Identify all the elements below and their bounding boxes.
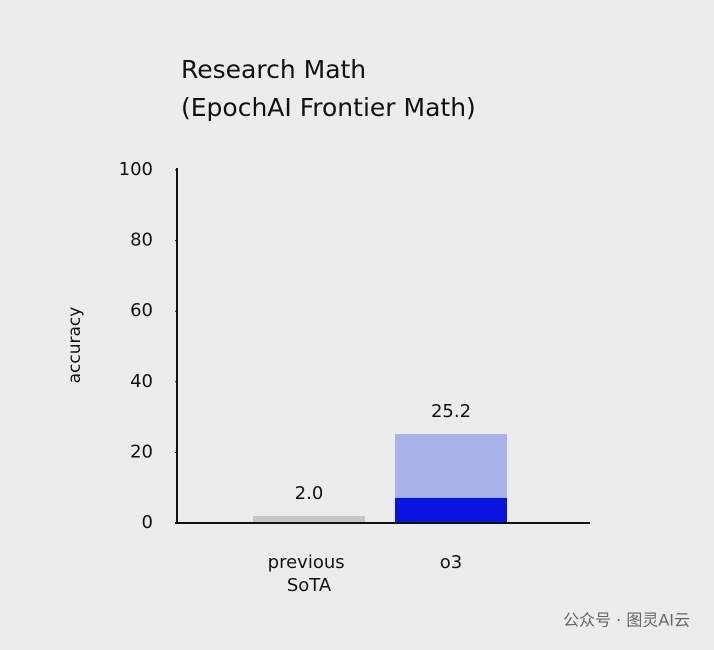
y-tick-label: 100 (119, 159, 153, 180)
bar (395, 497, 507, 523)
bar (253, 515, 365, 523)
x-tick-label-line: SoTA (287, 575, 332, 596)
x-tick-label: o3 (440, 552, 462, 573)
y-tick-label: 0 (142, 512, 153, 533)
value-label: 2.0 (295, 483, 324, 504)
y-tick-label: 40 (130, 371, 153, 392)
x-tick-label: previous SoTA (268, 552, 351, 596)
x-tick-label-line: previous (268, 552, 351, 573)
value-label: 25.2 (431, 401, 471, 422)
y-axis-label: accuracy (65, 307, 85, 384)
y-tick-label: 80 (130, 230, 153, 251)
watermark: 公众号 · 图灵AI云 (563, 611, 690, 630)
chart-title: Research Math (181, 55, 366, 84)
y-tick-label: 20 (130, 441, 153, 462)
chart-subtitle: (EpochAI Frontier Math) (181, 93, 476, 122)
y-tick-label: 60 (130, 300, 153, 321)
